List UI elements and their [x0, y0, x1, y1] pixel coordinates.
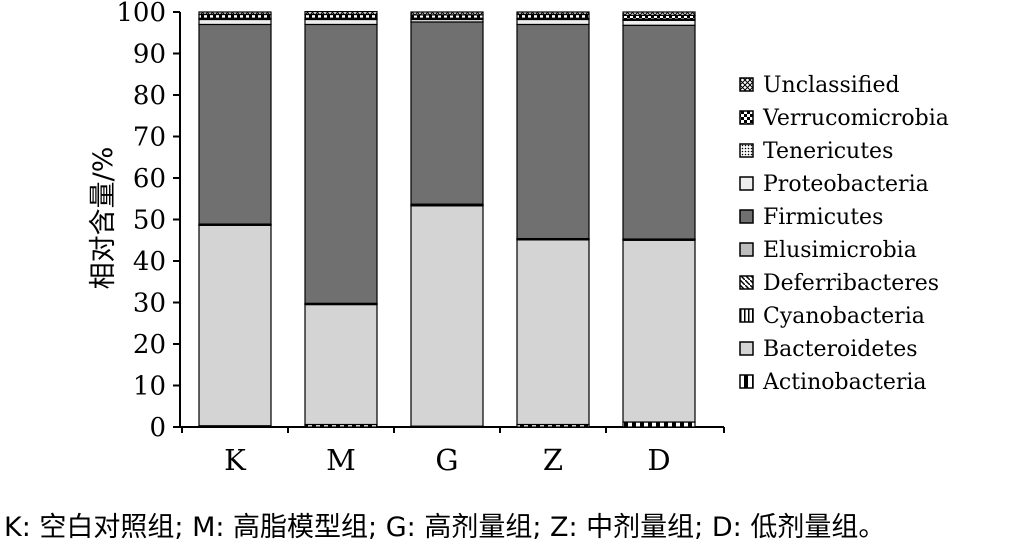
legend-swatch: [740, 243, 753, 256]
y-tick-label: 30: [133, 289, 166, 319]
y-tick-label: 100: [116, 0, 166, 28]
y-tick-label: 90: [133, 40, 166, 70]
bars: [199, 12, 695, 427]
bar-segment-Z-unclassified: [517, 12, 589, 14]
bar-segment-K-bacteroidetes: [199, 225, 271, 425]
x-tick-label: M: [326, 443, 356, 477]
legend-label: Tenericutes: [763, 139, 893, 164]
bar-segment-Z-proteobacteria: [517, 19, 589, 24]
bar-segment-D-actinobacteria: [623, 422, 695, 427]
legend-swatch: [740, 276, 753, 289]
y-tick-label: 50: [133, 206, 166, 236]
bar-segment-M-bacteroidetes: [305, 305, 377, 425]
y-tick-label: 60: [133, 164, 166, 194]
legend-label: Proteobacteria: [763, 172, 929, 197]
bar-segment-D-unclassified: [623, 12, 695, 15]
x-tick-label: Z: [543, 443, 563, 477]
bar-segment-K-unclassified: [199, 12, 271, 14]
bar-segment-G-unclassified: [411, 12, 483, 15]
bar-segment-G-bacteroidetes: [411, 206, 483, 426]
y-tick-label: 10: [133, 372, 166, 402]
legend-swatch: [740, 144, 753, 157]
y-axis-label: 相对含量/%: [88, 147, 119, 290]
bar-segment-D-bacteroidetes: [623, 240, 695, 422]
y-tick-label: 0: [149, 413, 166, 443]
bar-segment-M-proteobacteria: [305, 19, 377, 24]
figure-caption: K: 空白对照组; M: 高脂模型组; G: 高剂量组; Z: 中剂量组; D:…: [4, 505, 1028, 544]
legend-swatch: [740, 375, 753, 388]
x-tick-label: K: [224, 443, 247, 477]
bar-segment-K-firmicutes: [199, 24, 271, 224]
legend-label: Firmicutes: [763, 205, 883, 230]
legend-swatch: [740, 111, 753, 124]
x-tick-label: G: [435, 443, 458, 477]
bar-segment-Z-bacteroidetes: [517, 240, 589, 425]
legend-label: Elusimicrobia: [763, 238, 917, 263]
legend-label: Bacteroidetes: [763, 337, 918, 362]
legend-label: Actinobacteria: [762, 370, 927, 395]
legend-swatch: [740, 309, 753, 322]
legend-swatch: [740, 78, 753, 91]
bar-segment-G-firmicutes: [411, 22, 483, 204]
y-tick-label: 40: [133, 247, 166, 277]
bar-segment-D-firmicutes: [623, 25, 695, 239]
stacked-bar-chart: 相对含量/% 0 10 20 30 40 50 60 70 80 90 100 K M G Z D Uncl…: [0, 0, 1032, 500]
y-tick-label: 80: [133, 81, 166, 111]
legend-swatch: [740, 177, 753, 190]
bar-segment-M-firmicutes: [305, 24, 377, 303]
legend-label: Unclassified: [763, 73, 900, 98]
y-ticks: 0 10 20 30 40 50 60 70 80 90 100: [116, 0, 180, 443]
bar-segment-D-proteobacteria: [623, 20, 695, 25]
x-tick-label: D: [647, 443, 670, 477]
bar-segment-M-unclassified: [305, 12, 377, 15]
legend-label: Verrucomicrobia: [762, 106, 949, 131]
y-tick-label: 20: [133, 330, 166, 360]
legend-label: Deferribacteres: [763, 271, 939, 296]
legend-swatch: [740, 342, 753, 355]
bar-segment-Z-firmicutes: [517, 24, 589, 238]
bar-segment-K-proteobacteria: [199, 19, 271, 24]
y-tick-label: 70: [133, 123, 166, 153]
legend-swatch: [740, 210, 753, 223]
legend-label: Cyanobacteria: [763, 304, 925, 329]
legend: Unclassified Verrucomicrobia Tenericutes Pr…: [740, 73, 949, 395]
